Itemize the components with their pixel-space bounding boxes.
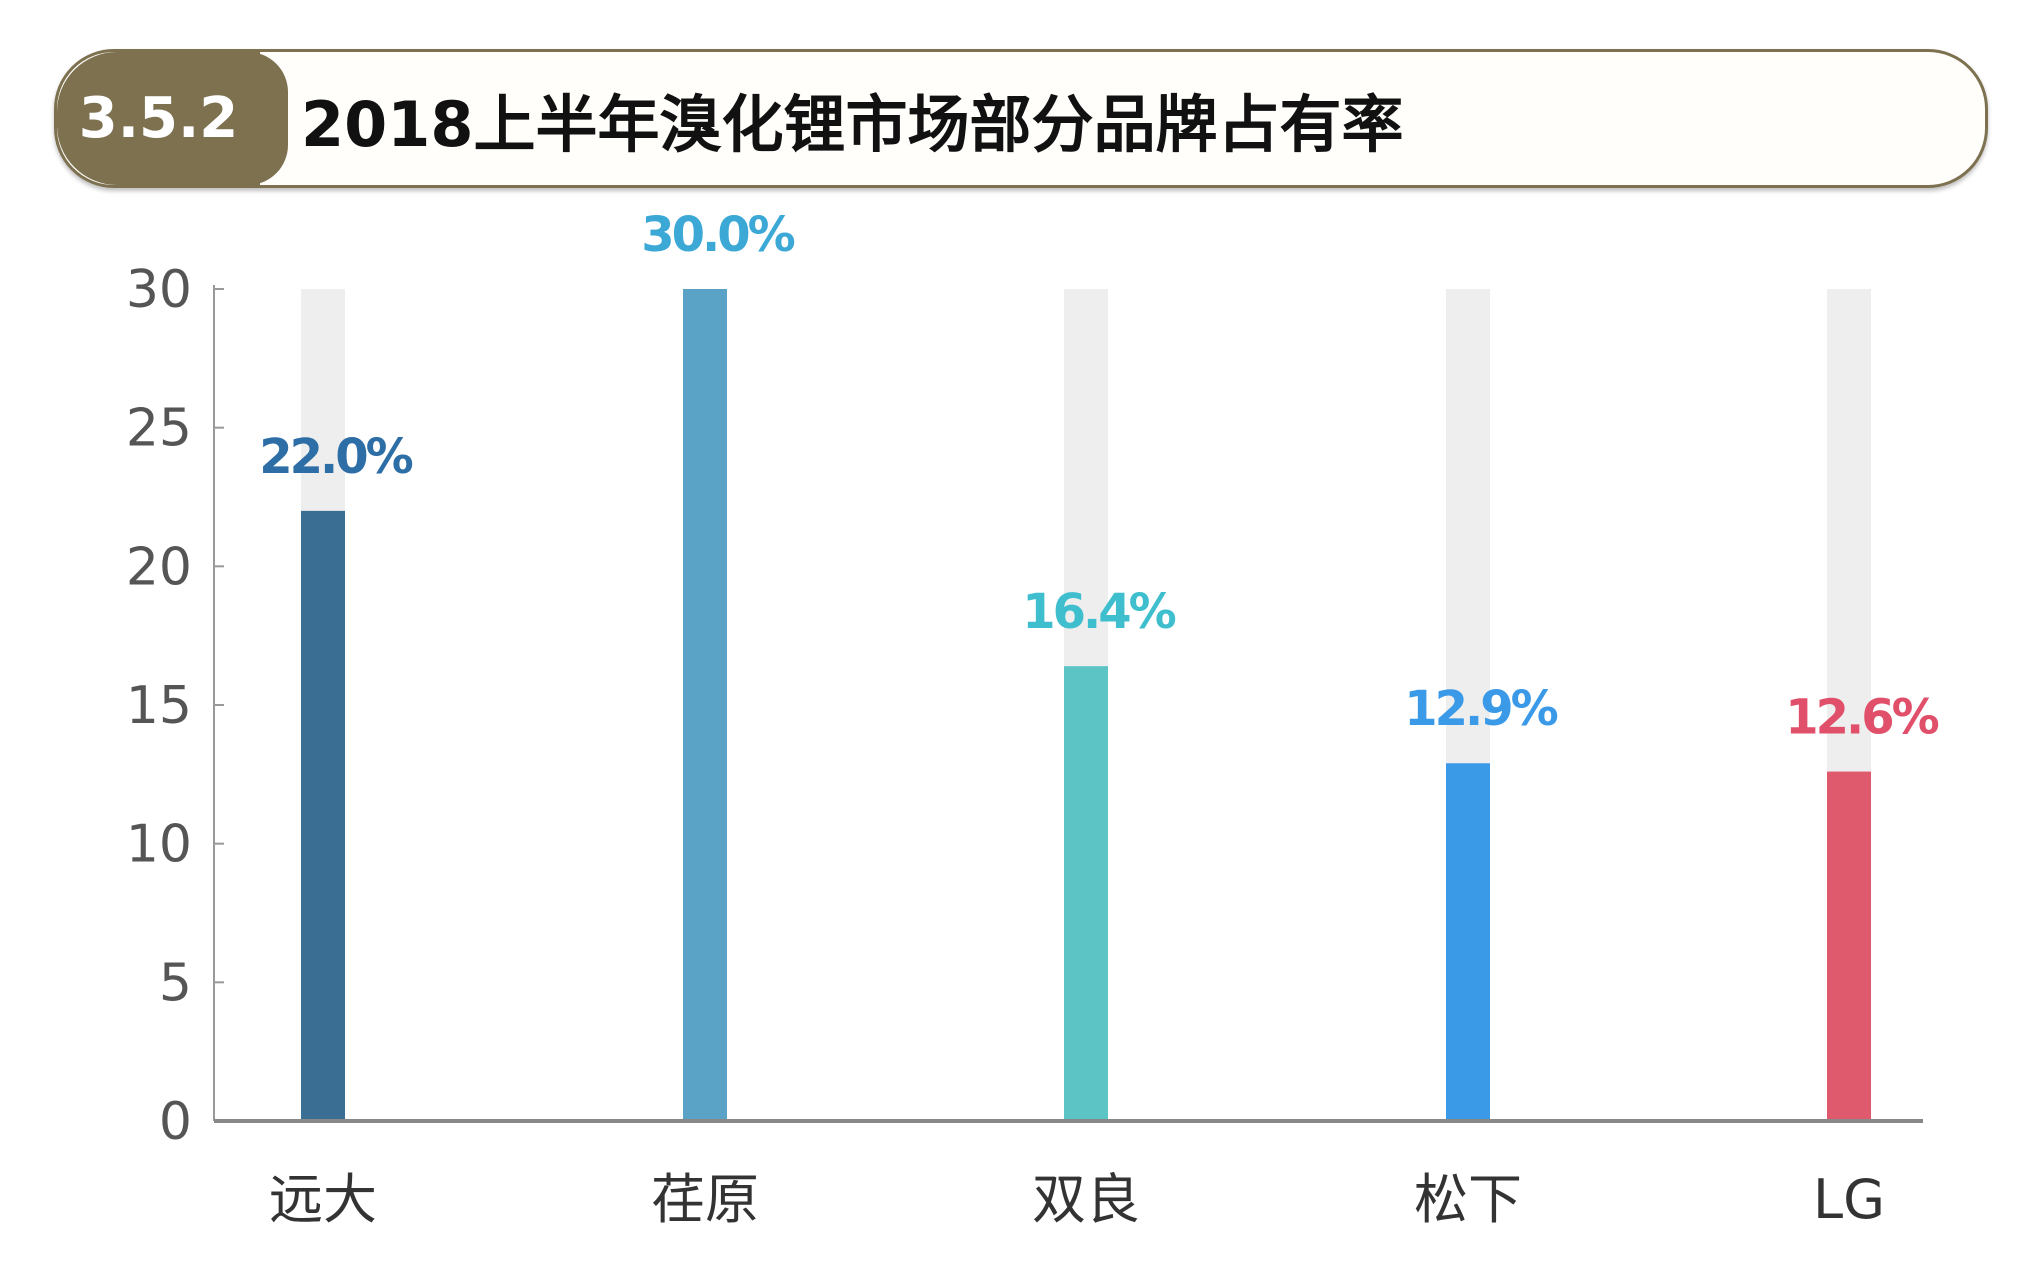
y-tick-label: 15	[126, 676, 192, 736]
y-tick-label: 25	[126, 399, 192, 459]
section-badge: 3.5.2	[57, 52, 288, 185]
bar-远大	[301, 510, 345, 1121]
data-label: 12.6%	[1785, 690, 1938, 746]
x-tick-label: 双良	[1032, 1168, 1140, 1231]
x-tick-label: 松下	[1414, 1168, 1522, 1231]
chart-title: 2018上半年溴化锂市场部分品牌占有率	[301, 87, 1404, 161]
bar-荏原	[683, 289, 727, 1121]
section-number: 3.5.2	[78, 86, 239, 151]
data-label: 22.0%	[259, 429, 412, 485]
x-tick-label: LG	[1813, 1168, 1885, 1231]
bar-LG	[1827, 771, 1871, 1121]
y-tick-label: 20	[126, 537, 192, 597]
x-tick-label: 远大	[269, 1168, 377, 1231]
y-tick-label: 30	[126, 260, 192, 320]
y-tick-label: 5	[159, 953, 192, 1013]
bar-松下	[1446, 763, 1490, 1121]
data-label: 30.0%	[641, 207, 794, 263]
data-label: 16.4%	[1022, 584, 1175, 640]
x-tick-label: 荏原	[651, 1168, 759, 1231]
y-tick-label: 10	[126, 815, 192, 875]
bar-双良	[1064, 666, 1108, 1121]
data-label: 12.9%	[1404, 681, 1557, 737]
y-tick-label: 0	[159, 1092, 192, 1152]
title-banner: 3.5.2 2018上半年溴化锂市场部分品牌占有率	[54, 49, 1988, 188]
